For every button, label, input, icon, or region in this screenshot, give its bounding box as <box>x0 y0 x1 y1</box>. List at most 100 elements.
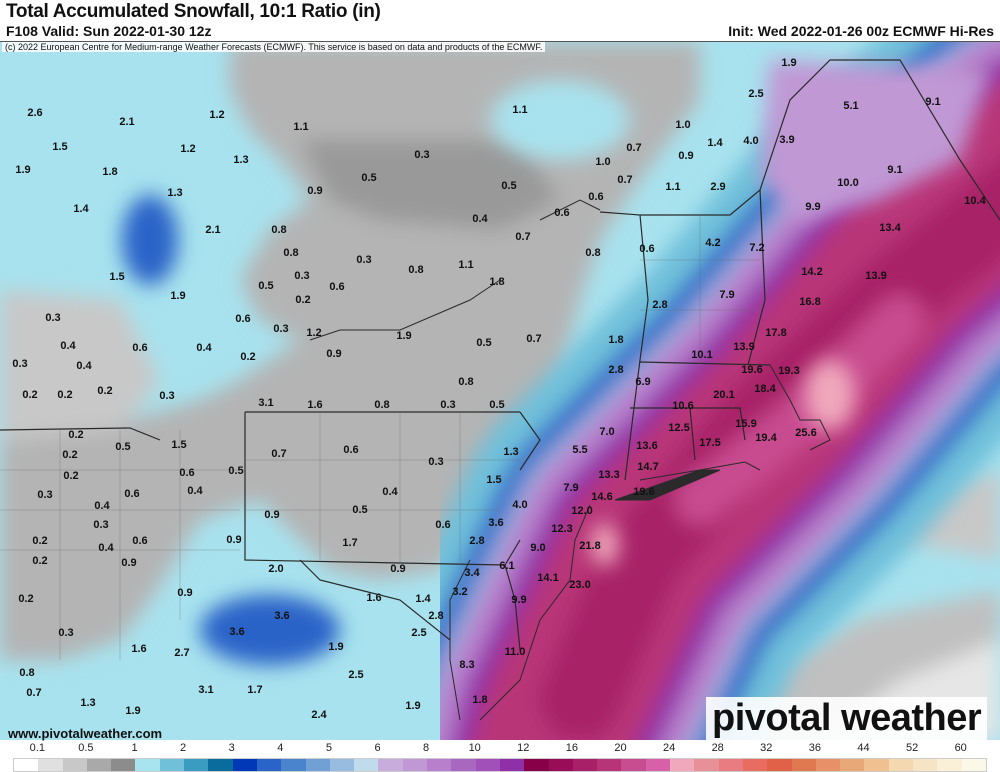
legend-swatch <box>499 759 525 771</box>
snowfall-map[interactable]: 2.6 2.1 1.2 1.1 1.1 1.9 2.5 5.1 9.1 1.5 1.2 1.3 0.3 1… <box>0 41 1000 741</box>
state-borders <box>0 59 1000 651</box>
snowfall-value-label: 0.5 <box>115 441 131 453</box>
snowfall-value-label: 9.0 <box>530 542 546 554</box>
pink-core-1 <box>805 360 855 430</box>
map-title: Total Accumulated Snowfall, 10:1 Ratio (… <box>6 1 381 22</box>
snowfall-value-label: 0.9 <box>264 509 280 521</box>
legend-label: 32 <box>760 742 773 754</box>
legend-swatch <box>402 759 428 771</box>
snowfall-value-label: 0.2 <box>18 593 34 605</box>
snowfall-value-label: 0.4 <box>382 486 398 498</box>
snowfall-value-label: 0.6 <box>343 444 359 456</box>
snowfall-value-label: 0.5 <box>352 504 368 516</box>
snowfall-value-label: 1.9 <box>781 57 797 69</box>
snowfall-value-label: 0.3 <box>58 627 74 639</box>
snowfall-value-label: 2.1 <box>119 116 135 128</box>
legend-swatch <box>256 759 282 771</box>
snowfall-value-label: 4.2 <box>705 237 721 249</box>
snowfall-value-label: 14.1 <box>537 572 559 584</box>
snowfall-value-label: 0.3 <box>37 489 53 501</box>
legend-swatch <box>718 759 743 771</box>
snowfall-value-label: 7.0 <box>599 426 615 438</box>
legend-label: 24 <box>662 742 676 754</box>
snowfall-value-label: 1.8 <box>102 166 118 178</box>
snowfall-value-label: 2.7 <box>174 647 190 659</box>
snowfall-value-label: 16.8 <box>799 296 821 308</box>
snowfall-value-label: 0.2 <box>97 385 113 397</box>
snowfall-value-label: 0.7 <box>526 333 542 345</box>
snowfall-value-label: 1.9 <box>328 641 344 653</box>
snowfall-value-label: 10.1 <box>691 349 713 361</box>
snowfall-value-label: 14.6 <box>591 491 613 503</box>
snowfall-value-label: 0.5 <box>361 172 377 184</box>
snowfall-value-label: 0.3 <box>273 323 289 335</box>
snowfall-value-label: 17.8 <box>765 327 787 339</box>
snowfall-value-label: 1.3 <box>167 187 183 199</box>
snowfall-value-label: 1.3 <box>233 154 249 166</box>
legend-swatch <box>305 759 330 771</box>
snowfall-value-label: 0.2 <box>32 535 48 547</box>
snowfall-value-label: 0.6 <box>124 488 140 500</box>
snowfall-value-label: 3.1 <box>198 684 214 696</box>
snowfall-value-label: 6.1 <box>499 560 515 572</box>
legend-swatch <box>742 759 768 771</box>
legend-swatch <box>670 759 695 771</box>
snowfall-value-label: 1.9 <box>15 164 31 176</box>
snowfall-value-label: 0.8 <box>458 376 474 388</box>
legend-swatch <box>451 759 476 771</box>
snowfall-value-label: 0.5 <box>501 180 517 192</box>
snowfall-value-label: 0.3 <box>12 358 28 370</box>
site-url[interactable]: www.pivotalweather.com <box>8 726 163 741</box>
snowfall-value-label: 0.4 <box>60 340 76 352</box>
snowfall-value-label: 7.9 <box>719 289 735 301</box>
legend-swatch <box>548 759 573 771</box>
snowfall-value-label: 25.6 <box>795 427 817 439</box>
legend-label: 44 <box>857 742 870 754</box>
legend-swatch <box>912 759 938 771</box>
snow-band <box>358 42 1000 741</box>
legend-label: 4 <box>277 742 284 754</box>
snowfall-value-label: 0.6 <box>235 313 251 325</box>
snowfall-value-label: 9.1 <box>887 164 903 176</box>
snowfall-value-label: 0.2 <box>22 389 38 401</box>
gray-region-west <box>0 290 160 440</box>
snowfall-value-label: 1.8 <box>608 334 624 346</box>
snowfall-value-label: 2.5 <box>411 627 427 639</box>
snowfall-value-label: 1.7 <box>342 537 358 549</box>
legend-label: 0.1 <box>29 742 45 754</box>
blue-blob-michigan <box>122 195 178 285</box>
legend-label: 16 <box>565 742 579 754</box>
legend-swatch <box>14 759 39 771</box>
snowfall-value-label: 1.5 <box>486 474 502 486</box>
snowfall-value-label: 0.7 <box>515 231 531 243</box>
snowfall-value-label: 1.5 <box>52 141 68 153</box>
snowfall-value-label: 0.5 <box>258 280 274 292</box>
snowfall-value-label: 8.3 <box>459 659 475 671</box>
snowfall-value-label: 1.5 <box>109 271 125 283</box>
snowfall-value-label: 20.1 <box>713 389 735 401</box>
legend-swatch <box>694 759 719 771</box>
snowfall-value-label: 3.6 <box>274 610 290 622</box>
gray-region-dark <box>300 140 560 230</box>
legend-swatch <box>621 759 646 771</box>
snowfall-value-label: 0.7 <box>271 448 287 460</box>
legend-label: 12 <box>517 742 530 754</box>
snowfall-value-label: 0.8 <box>585 247 601 259</box>
legend-swatch <box>572 759 598 771</box>
pivotal-weather-logo: pivotal weather <box>706 697 988 740</box>
snowfall-value-label: 14.7 <box>637 461 659 473</box>
snowfall-value-label: 0.9 <box>307 185 323 197</box>
color-legend: 0.1 0.5 1 2 3 4 5 6 8 10 12 16 20 24 28 32 36 44 52 60 <box>0 740 1000 772</box>
legend-color-bar <box>13 758 987 772</box>
snowfall-value-label: 0.4 <box>94 500 110 512</box>
snowfall-value-label: 1.6 <box>131 643 147 655</box>
snowfall-value-label: 1.1 <box>665 181 681 193</box>
legend-swatch <box>38 759 63 771</box>
ecmwf-credit: (c) 2022 European Centre for Medium-rang… <box>2 42 546 52</box>
snowfall-value-label: 3.4 <box>464 567 480 579</box>
legend-label: 36 <box>808 742 822 754</box>
snowfall-value-label: 0.9 <box>326 348 342 360</box>
snowfall-value-label: 19.6 <box>741 364 763 376</box>
snowfall-value-label: 14.2 <box>801 266 823 278</box>
snowfall-value-label: 0.3 <box>45 312 61 324</box>
